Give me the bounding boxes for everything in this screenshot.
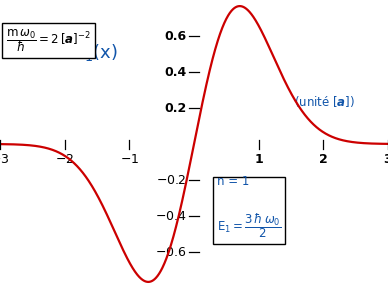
Text: $-3$: $-3$ [0,153,10,166]
Text: 0.4: 0.4 [164,65,186,79]
Text: $-1$: $-1$ [120,153,139,166]
Text: $\dfrac{\mathrm{m}\,\omega_0}{\hbar} = 2\,[\boldsymbol{a}]^{-2}$: $\dfrac{\mathrm{m}\,\omega_0}{\hbar} = 2… [7,27,91,54]
Text: 2: 2 [319,153,328,166]
Text: $\Psi_1\mathrm{(x)}$: $\Psi_1\mathrm{(x)}$ [70,42,118,63]
Text: (unité $[\boldsymbol{a}]$): (unité $[\boldsymbol{a}]$) [294,94,355,109]
Text: $-0.6$: $-0.6$ [155,245,186,259]
Text: 0.2: 0.2 [164,101,186,115]
Text: $-0.4$: $-0.4$ [154,209,186,223]
Text: 3: 3 [384,153,388,166]
Text: n = 1
$\mathrm{E}_1 = \dfrac{3\,\hbar\,\omega_0}{2}$: n = 1 $\mathrm{E}_1 = \dfrac{3\,\hbar\,\… [217,175,281,240]
Text: $-0.2$: $-0.2$ [156,173,186,187]
Text: 0.6: 0.6 [164,29,186,43]
Text: $-2$: $-2$ [55,153,74,166]
Text: 1: 1 [254,153,263,166]
